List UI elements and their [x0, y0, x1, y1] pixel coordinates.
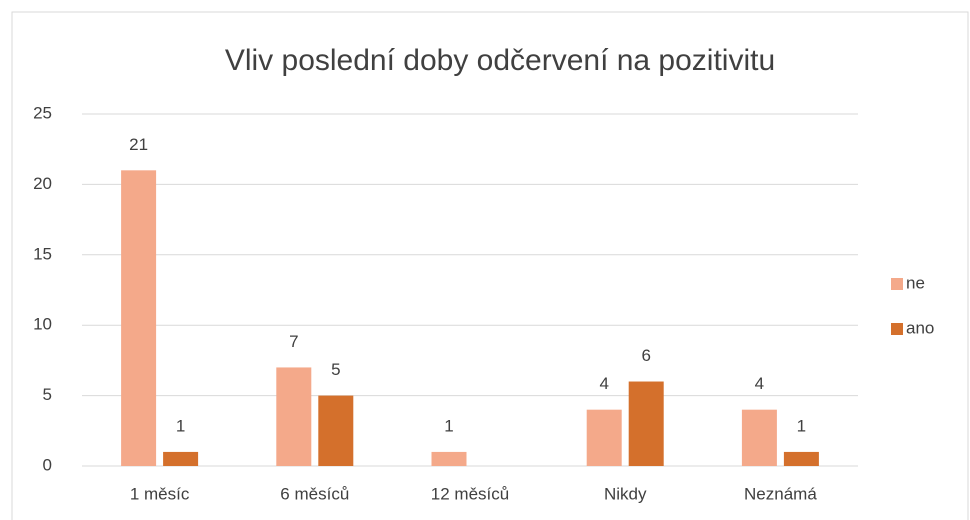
data-label: 1 — [797, 416, 806, 435]
bar — [586, 409, 622, 466]
bar — [121, 170, 157, 466]
data-label: 1 — [176, 416, 185, 435]
x-tick-label: 12 měsíců — [431, 484, 509, 503]
bar — [163, 451, 199, 466]
data-label: 1 — [444, 416, 453, 435]
y-tick-label: 25 — [33, 103, 52, 122]
x-tick-label: Neznámá — [744, 484, 817, 503]
x-tick-label: 6 měsíců — [280, 484, 349, 503]
data-label: 5 — [331, 360, 340, 379]
y-tick-label: 20 — [33, 174, 52, 193]
data-label: 4 — [599, 374, 608, 393]
bar — [783, 451, 819, 466]
y-tick-label: 10 — [33, 315, 52, 334]
legend-label: ne — [906, 273, 925, 292]
data-label: 4 — [755, 374, 764, 393]
chart-frame — [11, 11, 969, 520]
chart-title: Vliv poslední doby odčervení na pozitivi… — [225, 44, 775, 77]
legend-swatch — [891, 278, 903, 290]
y-tick-label: 5 — [43, 385, 52, 404]
x-tick-label: 1 měsíc — [130, 484, 190, 503]
data-label: 6 — [641, 346, 650, 365]
data-label: 7 — [289, 332, 298, 351]
y-tick-label: 15 — [33, 244, 52, 263]
x-tick-label: Nikdy — [604, 484, 647, 503]
data-label: 21 — [129, 135, 148, 154]
legend-label: ano — [906, 318, 934, 337]
bar — [741, 409, 777, 466]
bar — [431, 451, 467, 466]
legend-swatch — [891, 323, 903, 335]
y-tick-label: 0 — [43, 455, 52, 474]
bar — [628, 381, 664, 466]
bar — [276, 367, 312, 466]
bar — [318, 395, 354, 466]
